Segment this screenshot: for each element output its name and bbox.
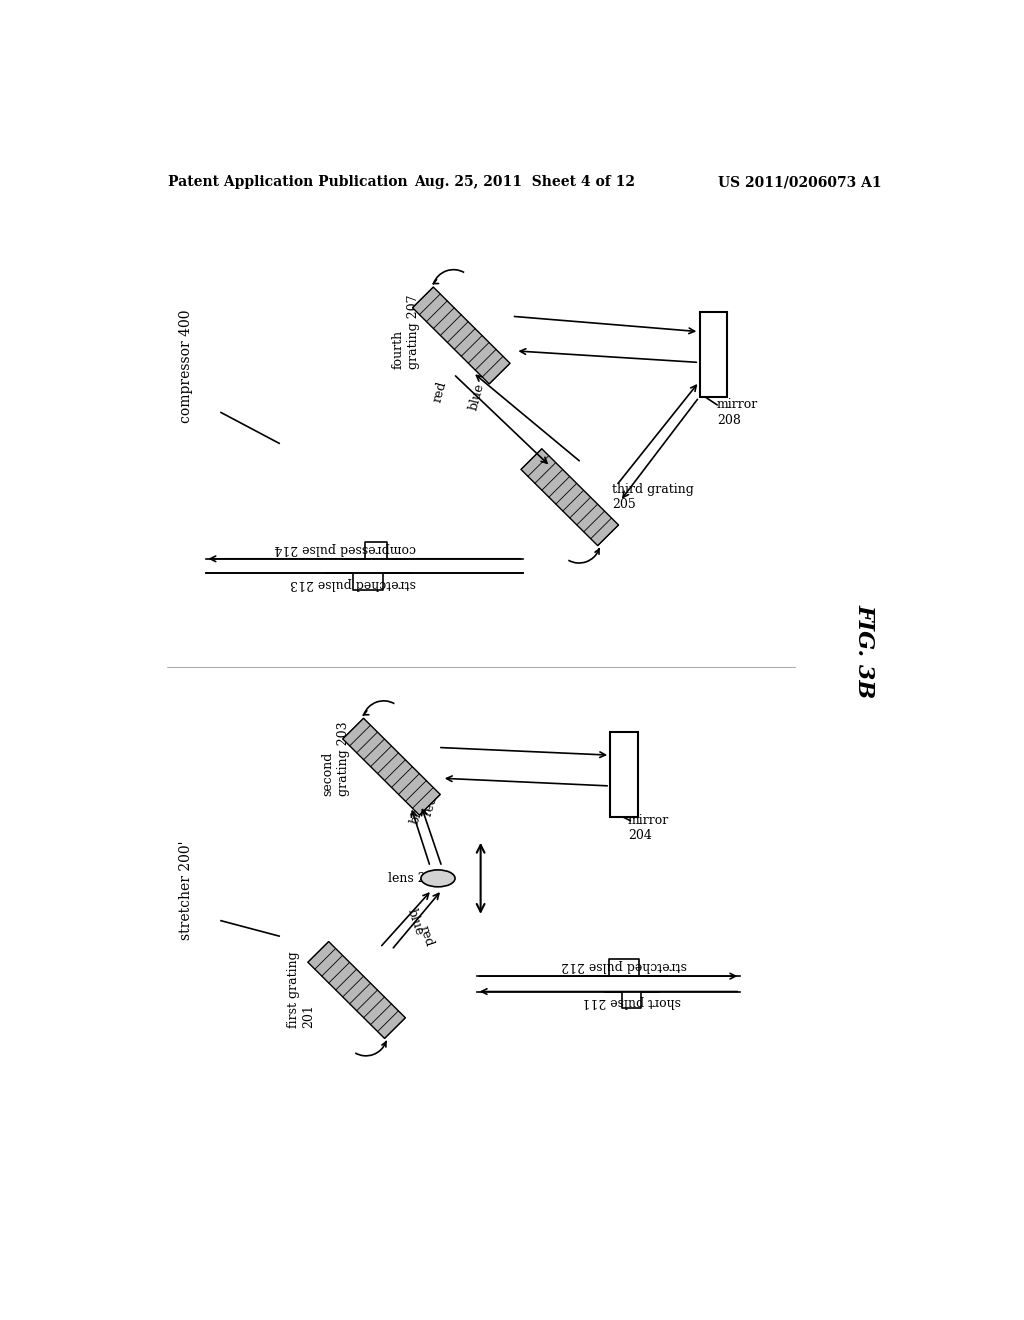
- Text: Patent Application Publication: Patent Application Publication: [168, 176, 408, 189]
- Polygon shape: [343, 718, 440, 816]
- Bar: [610, 733, 638, 817]
- Text: blue: blue: [404, 907, 425, 937]
- Text: blue: blue: [409, 796, 429, 825]
- Text: stretched pulse 212: stretched pulse 212: [561, 960, 687, 973]
- Text: blue: blue: [467, 381, 486, 412]
- Text: red: red: [430, 380, 449, 404]
- Text: short pulse 211: short pulse 211: [583, 995, 681, 1008]
- Text: compressed pulse 214: compressed pulse 214: [274, 543, 416, 554]
- Text: mirror
204: mirror 204: [628, 814, 669, 842]
- Text: US 2011/0206073 A1: US 2011/0206073 A1: [718, 176, 882, 189]
- Text: fourth
grating 207: fourth grating 207: [391, 294, 420, 368]
- Text: mirror
208: mirror 208: [717, 399, 758, 426]
- Text: red: red: [421, 793, 439, 818]
- Polygon shape: [413, 286, 510, 384]
- Text: stretcher 200': stretcher 200': [179, 840, 194, 940]
- Text: second
grating 203: second grating 203: [322, 722, 350, 796]
- Ellipse shape: [421, 870, 455, 887]
- Polygon shape: [308, 941, 406, 1039]
- Text: stretched pulse 213: stretched pulse 213: [290, 577, 416, 590]
- Text: FIG. 3B: FIG. 3B: [853, 605, 876, 698]
- Bar: [699, 313, 727, 397]
- Text: red: red: [417, 924, 436, 949]
- Text: first grating
201: first grating 201: [287, 952, 314, 1028]
- Text: third grating
205: third grating 205: [612, 483, 694, 511]
- Polygon shape: [521, 449, 618, 545]
- Text: compressor 400: compressor 400: [179, 310, 194, 422]
- Text: Aug. 25, 2011  Sheet 4 of 12: Aug. 25, 2011 Sheet 4 of 12: [415, 176, 635, 189]
- Text: lens 202: lens 202: [388, 871, 441, 884]
